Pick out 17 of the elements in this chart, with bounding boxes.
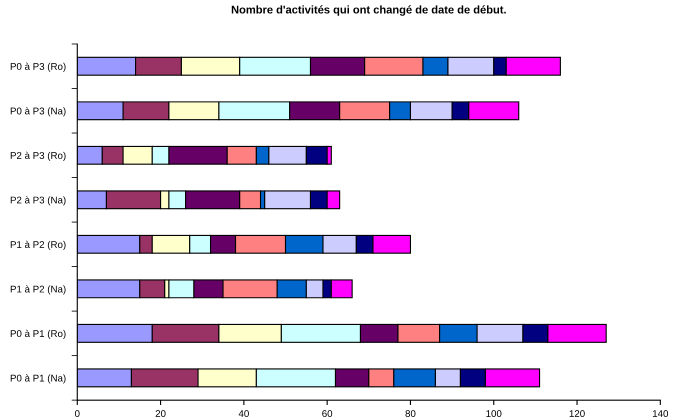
x-tick-label: 0 [74, 410, 80, 418]
y-tick-label: P1 à P2 (Na) [10, 285, 66, 294]
y-tick-label: P0 à P3 (Ro) [10, 62, 66, 72]
x-tick-label: 120 [570, 410, 585, 418]
y-tick-label: P2 à P3 (Ro) [10, 152, 66, 161]
y-tick-label: P0 à P3 (Na) [10, 107, 66, 116]
x-tick-label: 60 [322, 410, 332, 418]
y-tick-label: P1 à P2 (Ro) [10, 240, 66, 250]
y-tick-label: P0 à P1 (Ro) [10, 330, 66, 339]
y-tick-label: P2 à P3 (Na) [10, 196, 66, 206]
x-tick-label: 140 [652, 410, 668, 418]
y-tick-label: P0 à P1 (Na) [10, 374, 66, 384]
x-tick-label: 100 [486, 410, 502, 418]
x-tick-label: 80 [405, 410, 416, 418]
x-tick-label: 40 [238, 410, 249, 418]
x-tick-label: 20 [156, 410, 166, 418]
chart-title: Nombre d'activités qui ont changé de date de début. [232, 5, 506, 16]
